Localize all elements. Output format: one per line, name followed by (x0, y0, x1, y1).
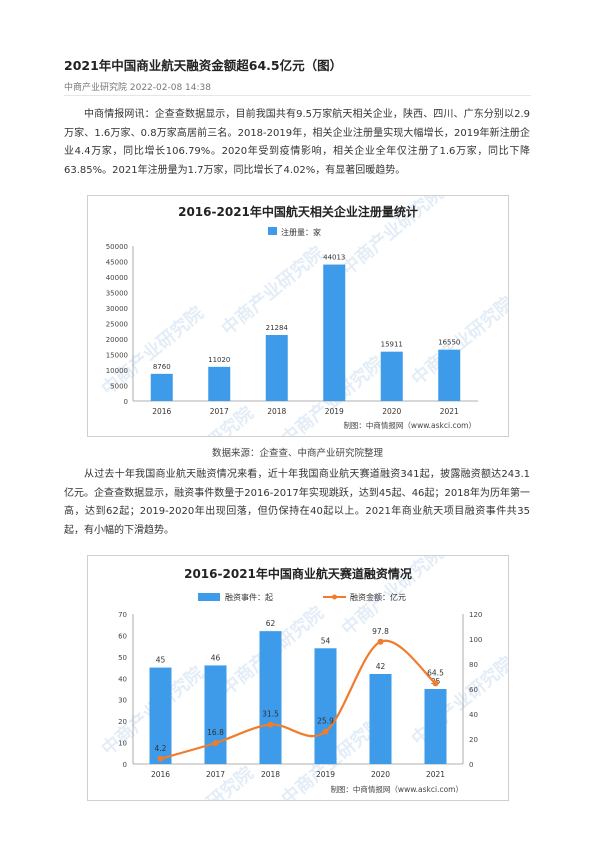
data-label: 15911 (381, 341, 403, 349)
data-label: 11020 (208, 356, 230, 364)
bar-registrations (265, 335, 288, 401)
article-meta: 中商产业研究院 2022-02-08 14:38 (64, 83, 211, 93)
legend-swatch-registrations (268, 227, 277, 235)
data-label: 8760 (153, 363, 171, 371)
bar-financing-events (424, 689, 447, 764)
line-data-label: 16.8 (207, 728, 224, 737)
line-data-label: 25.9 (317, 717, 334, 726)
bar-data-label: 54 (321, 636, 331, 645)
bar-data-label: 46 (211, 653, 221, 662)
chart-title: 2016-2021年中国航天相关企业注册量统计 (178, 204, 418, 219)
chart-credit: 制图：中商情报网（www.askci.com） (330, 784, 463, 794)
legend-swatch-financing-events (198, 593, 220, 601)
series-line-financing-amount (160, 639, 437, 760)
x-tick-label: 2019 (325, 407, 344, 416)
legend-label-registrations: 注册量：家 (281, 227, 321, 237)
bar-registrations (323, 264, 346, 401)
y-right-tick-label: 40 (469, 711, 478, 719)
x-tick-label: 2021 (440, 407, 459, 416)
bar-registrations (380, 351, 403, 401)
x-tick-label: 2017 (206, 770, 225, 779)
y-left-tick-label: 70 (118, 611, 127, 619)
line-point-financing-amount (377, 638, 384, 645)
x-tick-label: 2021 (426, 770, 445, 779)
y-tick-label: 20000 (106, 336, 128, 344)
y-tick-label: 50000 (106, 243, 128, 251)
bar-registrations (438, 349, 461, 401)
y-left-tick-label: 20 (118, 718, 127, 726)
line-point-financing-amount (322, 728, 329, 735)
watermark-text: 中商产业研究院 (407, 652, 508, 750)
y-tick-label: 0 (124, 398, 128, 406)
article-title: 2021年中国商业航天融资金额超64.5亿元（图） (64, 58, 343, 73)
y-tick-label: 35000 (106, 290, 128, 298)
bar-registrations (150, 373, 173, 401)
legend-marker-financing-amount (332, 594, 337, 600)
financing-chart-svg: 中商产业研究院中商产业研究院中商产业研究院中商产业研究院中商产业研究院中商产业研… (97, 556, 508, 800)
x-tick-label: 2016 (152, 407, 171, 416)
y-right-tick-label: 0 (469, 761, 473, 769)
y-tick-label: 10000 (106, 367, 128, 375)
registration-chart: 中商产业研究院中商产业研究院中商产业研究院中商产业研究院中商产业研究院中商产业研… (87, 195, 509, 437)
chart-title: 2016-2021年中国商业航天赛道融资情况 (184, 566, 412, 581)
data-source: 数据来源：企查查、中商产业研究院整理 (211, 448, 383, 459)
y-right-tick-label: 120 (469, 611, 482, 619)
y-left-tick-label: 30 (118, 697, 127, 705)
paragraph-registrations: 中商情报网讯：企查查数据显示，目前我国共有9.5万家航天相关企业，陕西、四川、广… (64, 109, 530, 176)
legend-label-financing-amount: 融资金额：亿元 (350, 592, 406, 602)
y-right-tick-label: 80 (469, 661, 478, 669)
line-data-label: 4.2 (155, 744, 167, 753)
y-right-tick-label: 20 (469, 736, 478, 744)
legend-label-financing-events: 融资事件：起 (225, 592, 273, 602)
y-tick-label: 5000 (110, 383, 128, 391)
y-right-tick-label: 100 (469, 636, 482, 644)
bar-financing-events (149, 667, 172, 764)
line-point-financing-amount (267, 721, 274, 728)
line-data-label: 97.8 (372, 627, 389, 636)
line-point-financing-amount (212, 740, 219, 746)
title-divider (64, 95, 531, 96)
data-label: 21284 (266, 324, 289, 332)
bar-financing-events (259, 631, 282, 764)
registration-chart-svg: 中商产业研究院中商产业研究院中商产业研究院中商产业研究院中商产业研究院中商产业研… (97, 196, 508, 436)
x-tick-label: 2016 (151, 770, 170, 779)
y-tick-label: 45000 (106, 259, 128, 267)
x-tick-label: 2019 (316, 770, 335, 779)
chart-credit: 制图：中商情报网（www.askci.com） (343, 420, 476, 430)
y-tick-label: 40000 (106, 274, 128, 282)
x-tick-label: 2018 (267, 407, 286, 416)
line-data-label: 31.5 (262, 710, 279, 719)
x-tick-label: 2018 (261, 770, 280, 779)
line-point-financing-amount (157, 755, 164, 762)
y-tick-label: 30000 (106, 305, 128, 313)
bar-registrations (208, 366, 231, 401)
y-left-tick-label: 50 (118, 654, 127, 662)
bar-data-label: 42 (376, 662, 386, 671)
y-tick-label: 25000 (106, 321, 128, 329)
x-tick-label: 2020 (371, 770, 390, 779)
y-tick-label: 15000 (106, 352, 128, 360)
paragraph-financing: 从过去十年我国商业航天融资情况来看，近十年我国商业航天赛道融资341起，披露融资… (64, 469, 530, 536)
x-tick-label: 2017 (210, 407, 229, 416)
bar-financing-events (369, 674, 392, 764)
financing-chart: 中商产业研究院中商产业研究院中商产业研究院中商产业研究院中商产业研究院中商产业研… (87, 555, 509, 801)
y-right-tick-label: 60 (469, 686, 478, 694)
line-data-label: 64.5 (427, 668, 444, 677)
data-label: 44013 (323, 254, 345, 262)
data-label: 16550 (438, 339, 460, 347)
y-left-tick-label: 60 (118, 632, 127, 640)
bar-data-label: 45 (156, 656, 166, 665)
line-point-financing-amount (432, 680, 439, 687)
bar-financing-events (204, 665, 227, 764)
y-left-tick-label: 0 (123, 761, 127, 769)
bar-data-label: 62 (266, 619, 276, 628)
y-left-tick-label: 40 (118, 675, 127, 683)
bar-financing-events (314, 648, 337, 764)
watermark-text: 中商产业研究院 (147, 762, 258, 800)
x-tick-label: 2020 (382, 407, 401, 416)
y-left-tick-label: 10 (118, 740, 127, 748)
